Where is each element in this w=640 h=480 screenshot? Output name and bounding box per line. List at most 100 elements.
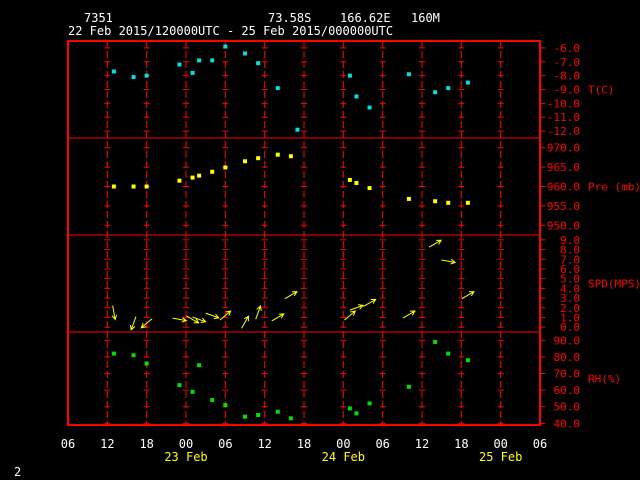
x-tick-label: 00 [179, 437, 193, 451]
pressure-point [190, 175, 195, 180]
y-tick-label: 955.0 [547, 200, 580, 213]
y-tick-label: 1.0 [560, 311, 580, 324]
x-tick-label: 12 [100, 437, 114, 451]
station-elevation: 160M [411, 11, 440, 25]
pressure-point [433, 199, 438, 204]
humidity-point [144, 361, 149, 366]
y-tick-label: 6.0 [560, 263, 580, 276]
temperature-point [406, 72, 411, 77]
y-tick-label: 0.0 [560, 321, 580, 334]
y-tick-label: 70.0 [554, 368, 581, 381]
temperature-point [446, 86, 451, 91]
panel-label: Pre (mb) [588, 181, 640, 194]
humidity-point [256, 413, 261, 418]
temperature-point [144, 73, 149, 78]
x-tick-label: 06 [61, 437, 75, 451]
humidity-point [243, 414, 247, 419]
y-tick-label: -12.0 [547, 125, 580, 138]
temperature-point [256, 61, 261, 66]
y-tick-label: 50.0 [554, 401, 581, 414]
x-tick-label: 18 [297, 437, 311, 451]
y-tick-label: 5.0 [560, 273, 580, 286]
x-tick-label: 00 [336, 437, 350, 451]
humidity-point [465, 358, 470, 363]
temperature-point [210, 58, 215, 63]
wind-arrow [129, 316, 137, 331]
wind-arrow [140, 318, 153, 329]
temperature-point [177, 62, 182, 67]
pressure-point [446, 200, 451, 205]
station-id: 7351 [84, 11, 113, 25]
panel-label: T(C) [588, 84, 615, 97]
temperature-point [295, 127, 300, 132]
temperature-point [465, 80, 470, 85]
wind-arrow [271, 313, 285, 322]
y-tick-label: 90.0 [554, 334, 581, 347]
wind-arrow [402, 310, 416, 319]
x-tick-label: 18 [454, 437, 468, 451]
humidity-point [223, 403, 228, 408]
humidity-point [131, 353, 136, 358]
humidity-point [190, 389, 195, 394]
pressure-point [275, 152, 280, 157]
y-tick-label: -10.0 [547, 97, 580, 110]
wind-arrow [363, 298, 377, 307]
time-period: 22 Feb 2015/120000UTC - 25 Feb 2015/0000… [68, 24, 394, 38]
y-tick-label: -6.0 [554, 42, 581, 55]
humidity-point [197, 363, 202, 368]
x-tick-label: 06 [375, 437, 389, 451]
wind-arrow [349, 304, 365, 311]
wind-arrow [461, 291, 475, 300]
x-date-label: 23 Feb [164, 450, 207, 464]
wind-arrow [441, 258, 457, 265]
temperature-point [243, 51, 247, 56]
wind-arrow [172, 317, 188, 323]
pressure-point [197, 173, 202, 178]
pressure-point [465, 200, 470, 205]
temperature-point [131, 75, 136, 80]
wind-arrow [205, 312, 220, 320]
wind-arrow [284, 291, 298, 300]
humidity-point [210, 398, 215, 403]
x-tick-label: 18 [139, 437, 153, 451]
station-longitude: 166.62E [340, 11, 391, 25]
y-tick-label: 970.0 [547, 142, 580, 155]
x-date-label: 24 Feb [322, 450, 365, 464]
pressure-point [177, 178, 182, 183]
y-tick-label: 9.0 [560, 234, 580, 247]
humidity-point [177, 383, 182, 388]
marks-layer [111, 44, 475, 421]
humidity-point [111, 351, 116, 356]
grid-layer [68, 41, 545, 425]
humidity-point [446, 351, 451, 356]
humidity-point [288, 416, 293, 421]
x-tick-label: 00 [493, 437, 507, 451]
pressure-point [111, 184, 116, 189]
wind-arrow [241, 315, 250, 329]
y-tick-label: 950.0 [547, 219, 580, 232]
plot-frame [67, 40, 541, 426]
humidity-point [367, 401, 372, 406]
panel-label: SPD(MPS) [588, 278, 640, 291]
y-tick-label: -7.0 [554, 56, 581, 69]
x-tick-label: 06 [533, 437, 547, 451]
wind-arrow [428, 239, 443, 248]
wind-arrow [111, 305, 118, 321]
pressure-point [256, 156, 261, 161]
y-tick-label: 4.0 [560, 282, 580, 295]
temperature-point [111, 69, 116, 74]
pressure-point [354, 181, 359, 186]
y-tick-label: 80.0 [554, 351, 581, 364]
wind-arrow [186, 315, 200, 324]
wind-arrow [219, 310, 232, 321]
temperature-point [354, 94, 359, 99]
temperature-point [433, 90, 438, 95]
humidity-point [275, 409, 280, 414]
humidity-point [347, 406, 352, 411]
temperature-point [223, 44, 228, 49]
pressure-point [243, 159, 247, 164]
y-tick-label: -11.0 [547, 111, 580, 124]
page-number: 2 [14, 465, 22, 479]
pressure-point [131, 184, 136, 189]
